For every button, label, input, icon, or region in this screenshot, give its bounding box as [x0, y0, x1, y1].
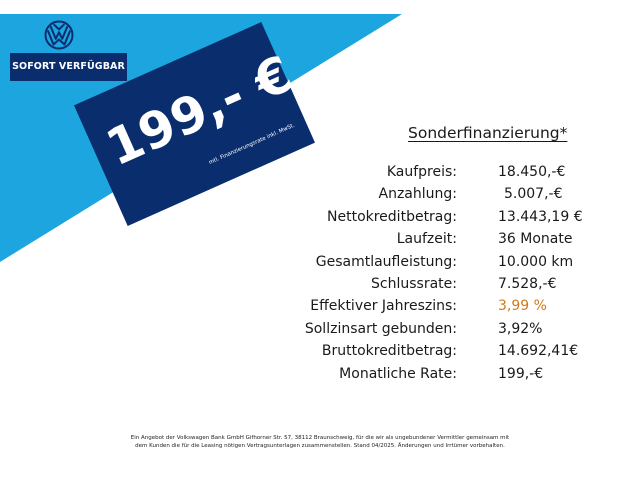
legal-footer-line: dem Kunden die für die Leasing nötigen V…: [135, 443, 505, 449]
detail-value: 199,-€: [498, 365, 544, 382]
detail-label: Sollzinsart gebunden:: [304, 320, 457, 337]
detail-row: Effektiver Jahreszins: 3,99 %: [290, 295, 620, 317]
detail-value: 36 Monate: [498, 231, 573, 248]
detail-label: Gesamtlaufleistung:: [315, 253, 457, 270]
detail-value: 3,92%: [498, 320, 543, 337]
legal-footer-line: Ein Angebot der Volkswagen Bank GmbH Gif…: [130, 435, 510, 441]
detail-row: Sollzinsart gebunden: 3,92%: [290, 318, 620, 340]
detail-value: 5.007,-€: [504, 186, 563, 203]
detail-row: Monatliche Rate: 199,-€: [290, 363, 620, 385]
detail-row: Schlussrate: 7.528,-€: [290, 273, 620, 295]
detail-label: Kaufpreis:: [386, 164, 457, 180]
detail-label: Laufzeit:: [396, 231, 457, 248]
detail-value: 14.692,41€: [498, 343, 579, 360]
financing-title: Sonderfinanzierung*: [408, 124, 568, 142]
detail-label: Nettokreditbetrag:: [327, 208, 457, 225]
detail-value: 7.528,-€: [498, 275, 557, 292]
detail-value: 13.443,19 €: [498, 208, 583, 225]
detail-label: Monatliche Rate:: [339, 365, 457, 382]
detail-row: Anzahlung: 5.007,-€: [290, 183, 620, 205]
detail-label: Bruttokreditbetrag:: [321, 343, 457, 360]
detail-value-highlight: 3,99 %: [498, 298, 547, 315]
detail-label: Anzahlung:: [378, 186, 458, 203]
detail-label: Effektiver Jahreszins:: [310, 298, 457, 315]
detail-value: 10.000 km: [498, 253, 574, 270]
detail-row: Nettokreditbetrag: 13.443,19 €: [290, 206, 620, 228]
detail-row: Kaufpreis: 18.450,-€: [290, 161, 620, 183]
detail-row: Laufzeit: 36 Monate: [290, 228, 620, 250]
detail-label: Schlussrate:: [371, 275, 457, 292]
financing-details: Kaufpreis: 18.450,-€ Anzahlung: 5.007,-€…: [290, 161, 620, 385]
detail-row: Gesamtlaufleistung: 10.000 km: [290, 251, 620, 273]
detail-value: 18.450,-€: [498, 164, 566, 180]
detail-row: Bruttokreditbetrag: 14.692,41€: [290, 340, 620, 362]
vw-logo-icon: [44, 20, 74, 50]
availability-badge: SOFORT VERFÜGBAR: [10, 53, 127, 81]
legal-footer: Ein Angebot der Volkswagen Bank GmbH Gif…: [100, 434, 540, 450]
